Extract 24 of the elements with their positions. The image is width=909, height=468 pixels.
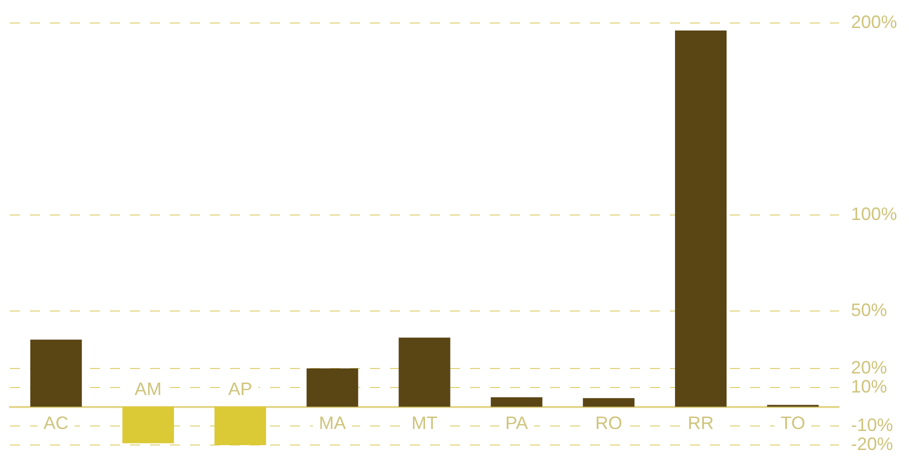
x-tick-label: TO [780, 412, 806, 433]
bar [122, 406, 174, 444]
x-tick-label: MA [318, 412, 346, 433]
x-tick-label: AC [44, 412, 69, 433]
y-tick-label: 200% [850, 12, 898, 32]
bar [306, 368, 358, 407]
bar [675, 30, 727, 407]
y-tick-label: -10% [850, 414, 893, 435]
x-tick-label: RO [595, 412, 622, 433]
y-tick-label: -20% [850, 434, 893, 454]
y-tick-label: 50% [850, 300, 887, 320]
bar [490, 397, 542, 407]
x-tick-label: RR [688, 412, 714, 433]
bar [30, 340, 82, 407]
x-tick-label: MT [411, 412, 438, 433]
bar [214, 406, 266, 446]
y-tick-label: 20% [850, 357, 887, 378]
x-tick-label: PA [505, 412, 528, 433]
bar [398, 338, 450, 407]
x-tick-label: AM [134, 378, 162, 399]
y-tick-label: 100% [850, 204, 898, 224]
y-tick-label: 10% [850, 376, 887, 397]
x-tick-label: AP [228, 378, 252, 399]
bar [582, 398, 634, 407]
